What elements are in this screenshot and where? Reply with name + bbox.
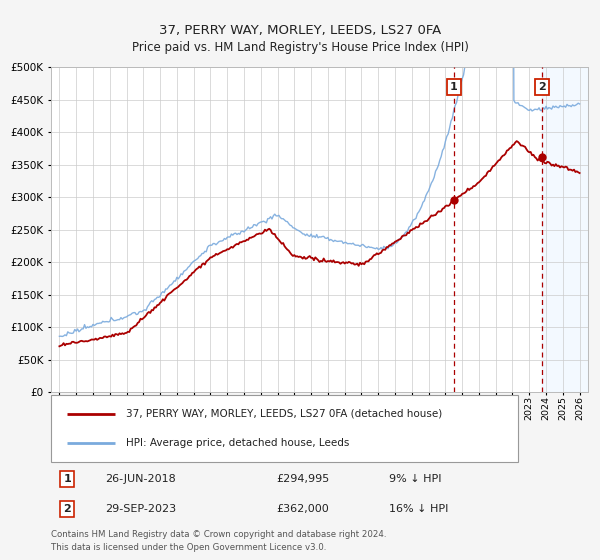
Bar (542, 67, 588, 392)
Text: 9% ↓ HPI: 9% ↓ HPI (389, 474, 442, 484)
Text: HPI: Average price, detached house, Leeds: HPI: Average price, detached house, Leed… (126, 438, 350, 448)
Text: 1: 1 (63, 474, 71, 484)
Text: 1: 1 (450, 82, 457, 92)
Text: 37, PERRY WAY, MORLEY, LEEDS, LS27 0FA (detached house): 37, PERRY WAY, MORLEY, LEEDS, LS27 0FA (… (126, 409, 442, 419)
Text: 26-JUN-2018: 26-JUN-2018 (105, 474, 175, 484)
Text: 16% ↓ HPI: 16% ↓ HPI (389, 503, 449, 514)
Text: £294,995: £294,995 (277, 474, 330, 484)
Text: 29-SEP-2023: 29-SEP-2023 (105, 503, 176, 514)
Text: 2: 2 (63, 503, 71, 514)
Text: Contains HM Land Registry data © Crown copyright and database right 2024.
This d: Contains HM Land Registry data © Crown c… (51, 530, 386, 552)
FancyBboxPatch shape (51, 395, 518, 462)
Text: £362,000: £362,000 (277, 503, 329, 514)
Text: 2: 2 (538, 82, 546, 92)
Text: 37, PERRY WAY, MORLEY, LEEDS, LS27 0FA: 37, PERRY WAY, MORLEY, LEEDS, LS27 0FA (159, 24, 441, 38)
Text: Price paid vs. HM Land Registry's House Price Index (HPI): Price paid vs. HM Land Registry's House … (131, 41, 469, 54)
